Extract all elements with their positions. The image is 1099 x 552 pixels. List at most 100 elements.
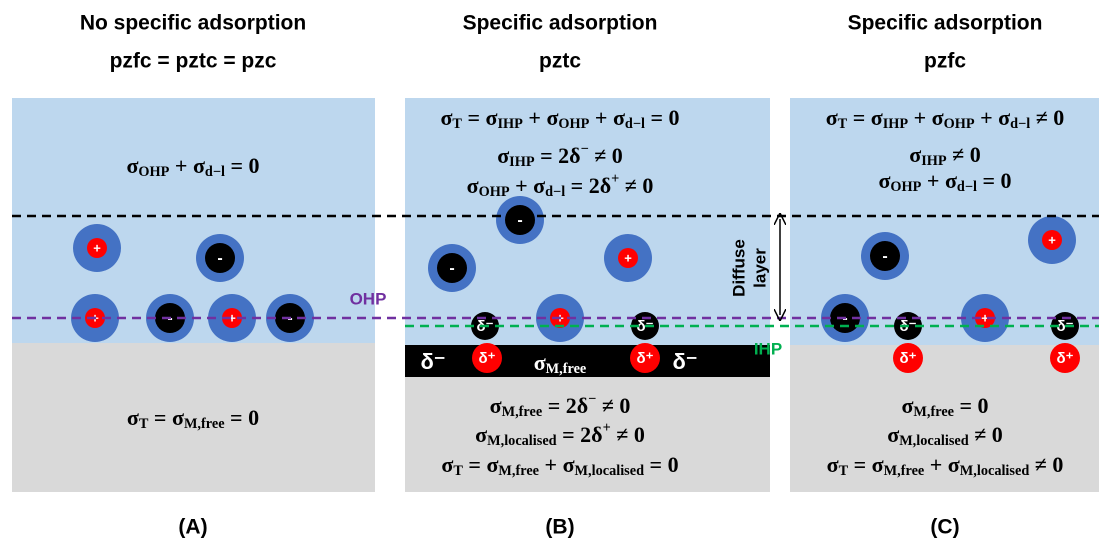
cation — [87, 238, 107, 258]
equation-part: ≠ 0 — [611, 422, 645, 447]
equation-part: σ — [440, 105, 452, 130]
subscript: OHP — [479, 184, 510, 200]
subscript: OHP — [558, 116, 589, 132]
equation-part: + σ — [510, 173, 546, 198]
equation: σOHP​ + σd−l​ = 2δ+​ ≠ 0 — [467, 171, 654, 200]
electrolyte — [405, 98, 770, 345]
superscript: − — [581, 141, 589, 157]
equation-part: = 0 — [644, 452, 679, 477]
equation-part: σ — [497, 143, 509, 168]
equation: σOHP​ + σd−l​ = 0 — [878, 168, 1011, 195]
ion-label: + — [93, 240, 101, 255]
panel-title: pzfc = pztc = pzc — [110, 50, 277, 73]
equation-part: = σ — [847, 105, 883, 130]
localised-charge — [472, 343, 502, 373]
subscript: d−l — [957, 179, 977, 195]
ion-label: δ⁻ — [421, 349, 446, 374]
cation — [618, 248, 638, 268]
equation-part: + σ — [924, 452, 960, 477]
anion — [870, 241, 900, 271]
equation-part: ≠ 0 — [1029, 452, 1063, 477]
subscript: T — [453, 463, 463, 479]
ion-label: δ⁺ — [636, 350, 653, 367]
equation-part: σ — [475, 422, 487, 447]
subscript: T — [452, 116, 462, 132]
equation-part: σ — [826, 105, 838, 130]
equation-part: ≠ 0 — [589, 143, 623, 168]
superscript: + — [611, 171, 619, 187]
equation: σIHP​ = 2δ−​ ≠ 0 — [497, 141, 623, 170]
subscript: d−l — [625, 116, 645, 132]
cation — [1042, 230, 1062, 250]
ion-label: δ⁺ — [899, 350, 916, 367]
ion-label: + — [228, 310, 236, 325]
subscript: M,localised — [899, 433, 969, 449]
equation: σOHP​ + σd−l​ = 0 — [126, 153, 259, 180]
cation — [222, 308, 242, 328]
subscript: d−l — [1010, 116, 1030, 132]
subscript: M,free — [884, 463, 925, 479]
equation-part: σ — [827, 452, 839, 477]
equation-part: + σ — [908, 105, 944, 130]
ion-label: - — [449, 260, 454, 277]
subscript: T — [839, 463, 849, 479]
equation-part: ≠ 0 — [969, 422, 1003, 447]
equation-part: σ — [467, 173, 479, 198]
equation: σM,free​ = 2δ−​ ≠ 0 — [490, 391, 631, 420]
equation: σT​ = σIHP​ + σOHP​ + σd−l​ = 0 — [440, 105, 679, 132]
panel-title: Specific adsorption — [848, 12, 1043, 35]
equation-part: + σ — [169, 153, 205, 178]
equation-part: σ — [490, 393, 502, 418]
subscript: T — [838, 116, 848, 132]
equation-part: + σ — [539, 452, 575, 477]
superscript: − — [588, 391, 596, 407]
localised-charge — [893, 343, 923, 373]
diffuse-label: Diffuse layer — [729, 239, 769, 297]
subscript: d−l — [205, 164, 225, 180]
equation-part: σ — [441, 452, 453, 477]
equation-part: ≠ 0 — [619, 173, 653, 198]
cation — [975, 308, 995, 328]
equation-part: σ — [127, 405, 139, 430]
equation-part: σ — [887, 422, 899, 447]
equation: σT​ = σIHP​ + σOHP​ + σd−l​ ≠ 0 — [826, 105, 1065, 132]
ion-label: δ⁺ — [1056, 350, 1073, 367]
subscript: M,free — [546, 361, 587, 377]
ihp-label: IHP — [754, 339, 782, 358]
anion — [205, 243, 235, 273]
equation-part: = 2δ — [565, 173, 611, 198]
panel-label: (A) — [178, 516, 207, 539]
subscript: M,localised — [960, 463, 1030, 479]
panel-label: (B) — [545, 516, 574, 539]
subscript: OHP — [138, 164, 169, 180]
equation-part: ≠ 0 — [947, 142, 981, 167]
equation-part: + σ — [975, 105, 1011, 130]
equation: σM,localised​ = 2δ+​ ≠ 0 — [475, 420, 645, 449]
ion-label: δ⁺ — [478, 350, 495, 367]
equation-part: = σ — [462, 105, 498, 130]
ion-label: - — [517, 212, 522, 229]
charge-band — [405, 345, 770, 377]
equation-part: σ — [126, 153, 138, 178]
electrolyte — [12, 98, 375, 343]
anion — [437, 253, 467, 283]
subscript: d−l — [545, 184, 565, 200]
equation: σM,free​ — [534, 350, 587, 377]
panel-title: Specific adsorption — [463, 12, 658, 35]
equation-part: = 0 — [225, 405, 260, 430]
equation: σT​ = σM,free​ = 0 — [127, 405, 259, 432]
equation-part: = 2δ — [542, 393, 588, 418]
panel-title: pztc — [539, 50, 581, 73]
subscript: OHP — [890, 179, 921, 195]
equation-part: = σ — [148, 405, 184, 430]
equation-part: + σ — [921, 168, 957, 193]
subscript: IHP — [509, 154, 535, 170]
equation-part: σ — [909, 142, 921, 167]
diffuse-label-line: Diffuse — [729, 239, 748, 297]
equation-part: + σ — [523, 105, 559, 130]
equation-part: σ — [901, 393, 913, 418]
ion-label: - — [217, 250, 222, 267]
localised-charge — [630, 343, 660, 373]
equation-part: σ — [878, 168, 890, 193]
ion-label: + — [624, 250, 632, 265]
